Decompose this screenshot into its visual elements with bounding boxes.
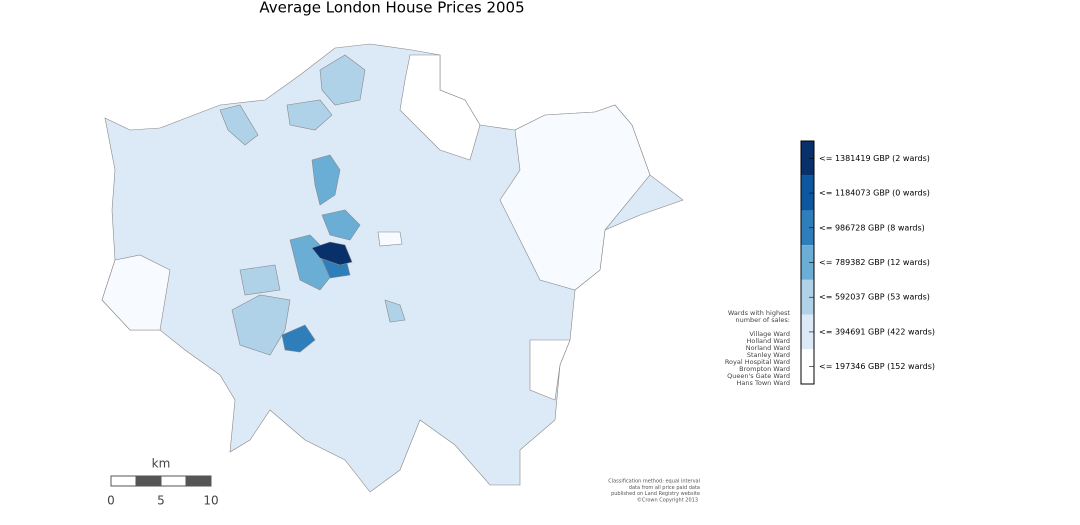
legend-label: <= 1184073 GBP (0 wards) — [819, 189, 930, 198]
ward-area — [399, 54, 481, 161]
ward-area — [319, 54, 366, 106]
ward-area — [321, 209, 361, 241]
note-heading: number of sales: — [735, 316, 790, 324]
footnote: Classification method: equal interval — [608, 479, 700, 485]
ward-area — [311, 154, 341, 206]
ward-name: Village Ward — [749, 330, 790, 338]
map-title: Average London House Prices 2005 — [259, 0, 524, 17]
footnote: published on Land Registry website — [611, 491, 700, 497]
ward-area — [529, 339, 571, 401]
ward-area — [219, 104, 259, 146]
ward-area — [499, 104, 651, 291]
ward-name: Stanley Ward — [747, 351, 790, 359]
note-heading: Wards with highest — [728, 309, 791, 317]
legend-label: <= 789382 GBP (12 wards) — [819, 258, 930, 267]
legend-label: <= 986728 GBP (8 wards) — [819, 223, 925, 232]
ward-name: Norland Ward — [746, 344, 790, 352]
ward-area — [281, 324, 316, 353]
scale-label: 10 — [203, 494, 218, 508]
ward-area — [239, 264, 281, 296]
legend-label: <= 592037 GBP (53 wards) — [819, 293, 930, 302]
ward-name: Hans Town Ward — [737, 379, 790, 387]
legend-swatch — [801, 245, 814, 280]
ward-area — [289, 234, 341, 291]
footnote: ©Crown Copyright 2013 — [637, 496, 698, 503]
legend-swatch — [801, 279, 814, 315]
scale-bar — [110, 475, 212, 487]
legend-swatch — [801, 210, 814, 246]
ward-area — [311, 241, 353, 266]
ward-name: Queen's Gate Ward — [727, 372, 790, 380]
legend-label: <= 394691 GBP (422 wards) — [819, 327, 935, 336]
ward-area — [384, 299, 406, 323]
legend-label: <= 197346 GBP (152 wards) — [819, 362, 935, 371]
ward-area — [101, 254, 171, 331]
ward-name: Holland Ward — [747, 337, 790, 345]
footnote: data from all price paid data — [629, 485, 700, 491]
ward-area — [231, 294, 291, 356]
scale-label: 5 — [157, 494, 165, 508]
legend-swatch — [801, 314, 814, 350]
legend-label: <= 1381419 GBP (2 wards) — [819, 154, 930, 163]
legend-swatch — [801, 349, 814, 384]
scale-label: 0 — [107, 494, 115, 508]
scale-unit: km — [152, 457, 171, 471]
legend-swatch — [801, 175, 814, 211]
ward-name: Royal Hospital Ward — [725, 358, 790, 366]
legend-swatch — [801, 141, 814, 176]
london-map — [101, 43, 684, 493]
ward-area — [286, 99, 333, 131]
ward-name: Brompton Ward — [739, 365, 790, 373]
ward-area — [377, 231, 403, 247]
